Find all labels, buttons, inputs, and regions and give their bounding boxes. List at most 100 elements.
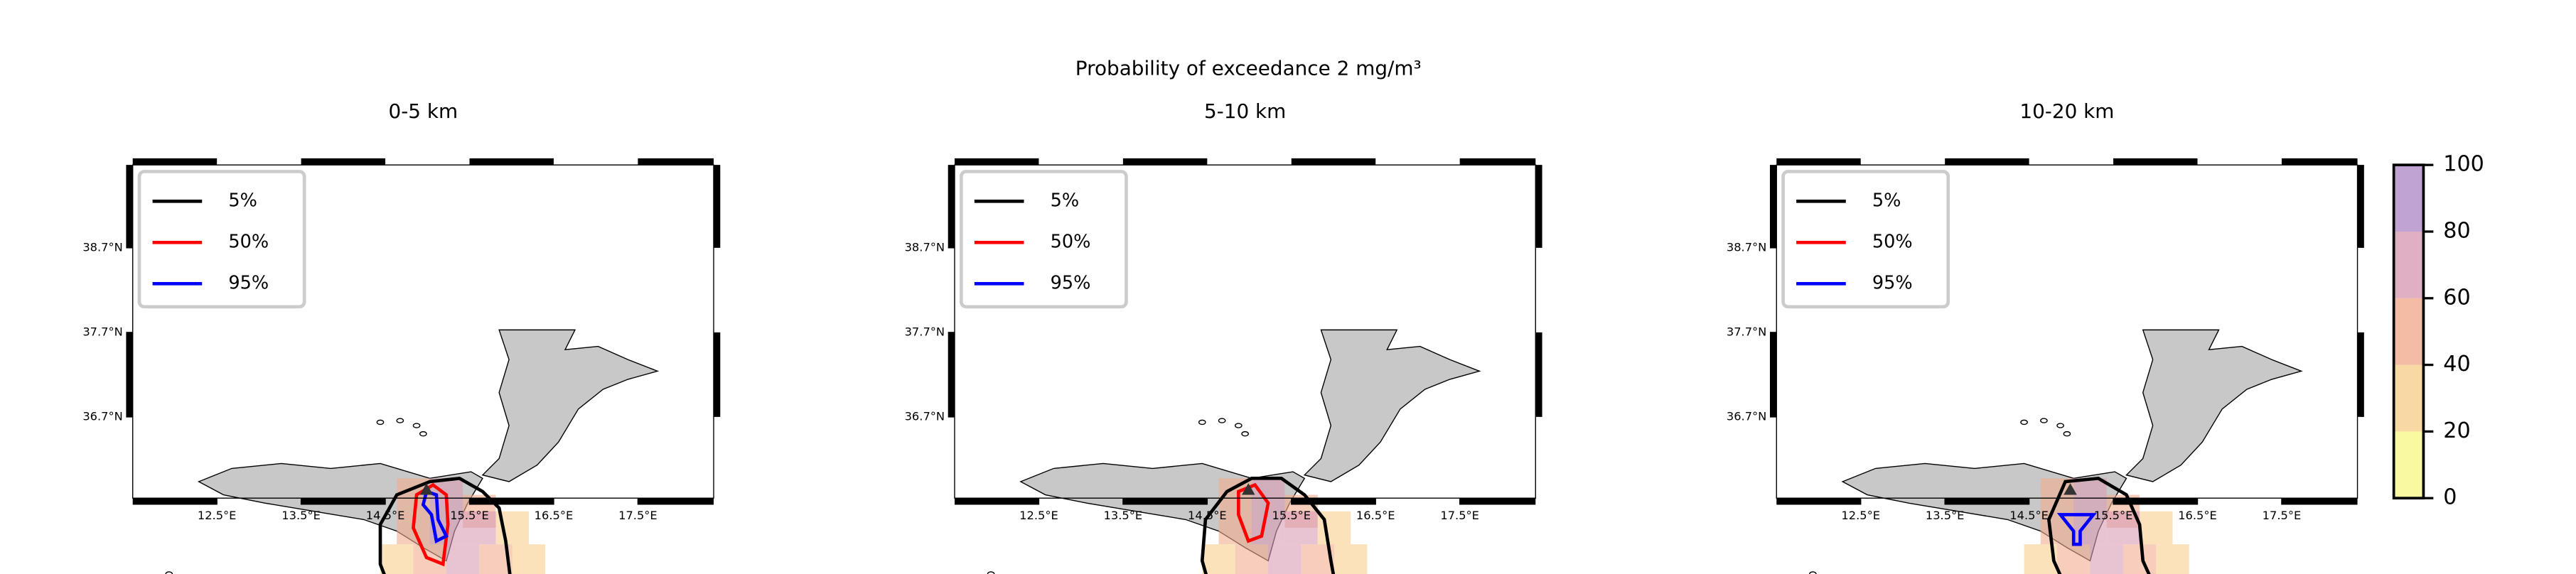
islet <box>419 430 427 437</box>
plume-cell <box>1202 544 1235 574</box>
contour <box>421 489 449 544</box>
legend-box <box>959 170 1128 309</box>
x-tick-label: 12.5°E <box>1841 509 1880 522</box>
legend-box <box>1781 170 1950 309</box>
x-tick-label: 15.5°E <box>1272 509 1311 522</box>
colorbar-tick-label: 20 <box>2443 418 2470 443</box>
plume-cell <box>512 544 546 574</box>
volcano <box>2064 483 2077 495</box>
colorbar-segment <box>2393 431 2424 499</box>
y-tick-label: 38.7°N <box>905 240 945 254</box>
x-tick-label: 14.5°E <box>1188 509 1227 522</box>
legend-label: 50% <box>1051 231 1091 252</box>
islet <box>2040 418 2048 423</box>
plume-cell <box>2140 511 2173 545</box>
colorbar-segment <box>2393 231 2424 298</box>
plume-cell <box>2073 478 2107 511</box>
legend-label: 50% <box>1872 231 1913 252</box>
y-tick-label: 36.7°N <box>1727 409 1766 423</box>
panel-title: 5-10 km <box>1204 99 1286 123</box>
plume-cell <box>1268 544 1302 574</box>
x-tick-label: 14.5°E <box>2009 509 2049 522</box>
islet <box>1235 423 1243 428</box>
x-tick-label: 13.5°E <box>1926 509 1965 522</box>
colorbar-tick-label: 100 <box>2443 152 2484 177</box>
plume-cell <box>1334 544 1368 574</box>
legend-label: 5% <box>228 190 257 211</box>
colorbar-segment <box>2393 165 2424 232</box>
legend-label: 5% <box>1872 190 1901 211</box>
x-tick-label: 16.5°E <box>1356 509 1395 522</box>
islet <box>2056 423 2064 428</box>
islet <box>396 418 404 423</box>
legend-label: 95% <box>1872 272 1913 293</box>
legend-label: 95% <box>1051 272 1091 293</box>
frame <box>132 164 714 499</box>
islet <box>376 419 385 426</box>
x-tick-label: 16.5°E <box>2178 509 2217 522</box>
panel-title: 0-5 km <box>389 99 458 123</box>
x-tick-label: 12.5°E <box>198 509 237 522</box>
map-panel: 10-20 km 12.5°E 13.5°E 14.5°E 15.5°E 16.5°E 17… <box>1727 99 2364 574</box>
y-tick-label: 37.7°N <box>905 325 945 338</box>
volcano <box>1241 483 1255 495</box>
colorbar-segment <box>2393 364 2424 432</box>
map-panel: 5-10 km 12.5°E 13.5°E 14.5°E 15.5°E 16.5°E 17.… <box>905 99 1542 574</box>
y-tick-label: 36.7°N <box>82 409 122 423</box>
x-tick-label: 17.5°E <box>618 509 658 522</box>
figure-title: Probability of exceedance 2 mg/m³ <box>1075 57 1422 80</box>
y-tick-label: 37.7°N <box>82 325 122 338</box>
legend-label: 50% <box>228 231 269 252</box>
frame <box>1776 164 2358 499</box>
colorbar-tick-label: 60 <box>2443 285 2470 310</box>
contour <box>412 482 450 567</box>
colorbar-tick-label: 40 <box>2443 352 2470 377</box>
plume-cell <box>2090 544 2123 574</box>
frame <box>954 164 1536 499</box>
plume-cell <box>2040 511 2074 545</box>
colorbar-tick-label: 80 <box>2443 218 2470 243</box>
legend-box <box>137 170 306 309</box>
islet <box>2020 419 2028 426</box>
contour <box>1237 482 1270 543</box>
land <box>2125 329 2303 482</box>
x-tick-label: 13.5°E <box>281 509 321 522</box>
plume-cell <box>1284 511 1318 545</box>
x-tick-label: 17.5°E <box>2263 509 2302 522</box>
plume-cell <box>446 544 480 574</box>
contour <box>2056 513 2097 546</box>
x-tick-label: 12.5°E <box>1019 509 1058 522</box>
colorbar-segment <box>2393 298 2424 365</box>
islet <box>1198 419 1206 426</box>
plume-cell <box>2106 511 2140 545</box>
panel-title: 10-20 km <box>2019 99 2114 123</box>
legend-label: 5% <box>1051 190 1080 211</box>
islet <box>1241 430 1249 437</box>
x-tick-label: 17.5°E <box>1440 509 1479 522</box>
plume-cell <box>1235 544 1269 574</box>
plume-cell <box>2122 544 2157 574</box>
land <box>481 329 660 482</box>
islet <box>412 423 421 428</box>
x-tick-label: 13.5°E <box>1104 509 1143 522</box>
y-tick-label: 37.7°N <box>1727 325 1766 338</box>
land <box>1303 329 1481 482</box>
plume-cell <box>2056 544 2091 574</box>
x-tick-label: 16.5°E <box>535 509 574 522</box>
islet <box>1218 418 1226 423</box>
colorbar-tick-label: 0 <box>2443 485 2457 510</box>
islet <box>2063 430 2071 437</box>
legend-label: 95% <box>228 272 269 293</box>
map-panel: 0-5 km 12.5°E 13.5°E 14.5°E 15.5°E 16.5°E 17.5… <box>82 99 721 574</box>
plume-cell <box>2156 544 2189 574</box>
colorbar-frame <box>2392 163 2425 500</box>
volcano <box>419 483 434 495</box>
x-tick-label: 14.5°E <box>366 509 405 522</box>
plume-cell <box>380 544 414 574</box>
x-tick-label: 15.5°E <box>2094 509 2133 522</box>
x-tick-label: 15.5°E <box>450 509 489 522</box>
plume-cell <box>463 511 496 545</box>
y-tick-label: 36.7°N <box>905 409 945 423</box>
